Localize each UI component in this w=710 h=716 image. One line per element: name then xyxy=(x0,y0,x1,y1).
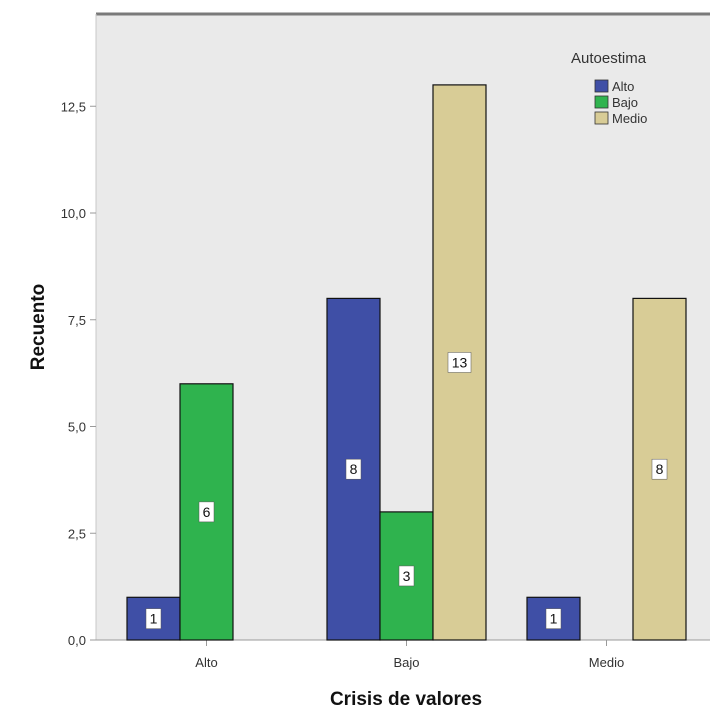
data-label-box xyxy=(345,458,362,480)
data-label: 8 xyxy=(350,461,358,477)
data-label-box xyxy=(198,501,215,523)
x-axis-title: Crisis de valores xyxy=(330,689,482,710)
data-label-box xyxy=(651,458,668,480)
y-axis-ticks: 0,0 2,5 5,0 7,5 10,0 12,5 xyxy=(61,99,96,648)
legend-swatch xyxy=(594,111,609,125)
legend-swatch xyxy=(594,95,609,109)
legend-entry-label: Alto xyxy=(612,79,634,94)
x-axis-ticks: Alto Bajo Medio xyxy=(195,640,624,670)
y-tick-label: 10,0 xyxy=(61,206,86,221)
data-label: 6 xyxy=(203,504,211,520)
x-tick-label: Medio xyxy=(589,655,624,670)
data-label: 3 xyxy=(403,568,411,584)
bars-group xyxy=(126,84,687,641)
data-label-box xyxy=(398,565,415,587)
data-label: 1 xyxy=(550,611,558,627)
data-label: 13 xyxy=(452,354,468,370)
legend-entry-label: Bajo xyxy=(612,95,638,110)
y-tick-label: 12,5 xyxy=(61,99,86,114)
x-tick-label: Bajo xyxy=(393,655,419,670)
y-tick-label: 5,0 xyxy=(68,420,86,435)
data-label: 1 xyxy=(150,611,158,627)
y-tick-label: 2,5 xyxy=(68,526,86,541)
data-label-box xyxy=(447,352,472,373)
data-label: 8 xyxy=(656,461,664,477)
data-labels-group: 1 8 1 6 3 13 8 xyxy=(145,352,668,629)
data-label-box xyxy=(545,608,562,629)
y-tick-label: 0,0 xyxy=(68,633,86,648)
y-tick-label: 7,5 xyxy=(68,313,86,328)
legend-swatch xyxy=(594,79,609,93)
x-tick-label: Alto xyxy=(195,655,217,670)
y-axis-title: Recuento xyxy=(28,284,49,371)
legend-title: Autoestima xyxy=(571,50,647,67)
legend-entry-label: Medio xyxy=(612,111,647,126)
data-label-box xyxy=(145,608,162,629)
